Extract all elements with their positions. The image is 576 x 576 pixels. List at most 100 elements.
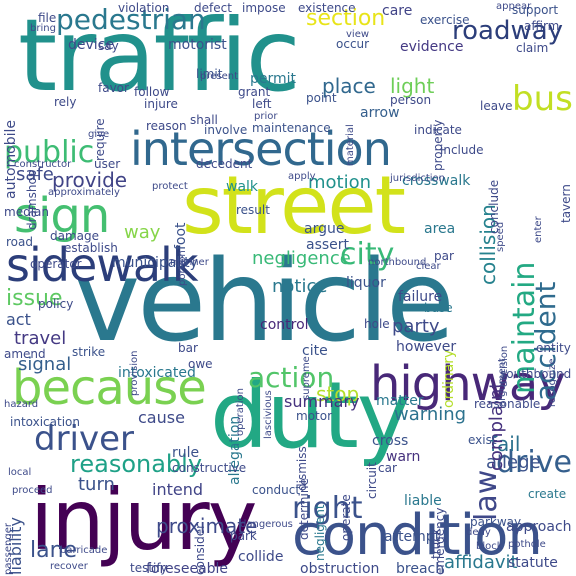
word: warn [386,449,421,465]
word: motorist [168,37,227,53]
word: affirm [524,19,560,33]
word: safe [16,164,54,185]
word: summary [284,392,360,411]
word: pothole [508,539,546,550]
word: matter [376,393,424,409]
word: decision [499,345,510,387]
word: hole [364,317,390,331]
word: care [382,3,413,19]
word: left [252,97,272,111]
word: enter [533,216,544,243]
word: sign [14,188,110,244]
word: party [392,316,440,337]
word: intoxicated [118,365,196,381]
word: material [345,124,356,166]
word: vehicle [74,237,455,367]
word: owe [188,357,213,371]
word: city [340,237,395,272]
word: cite [302,343,328,359]
word: permit [250,71,297,87]
word: car [378,461,397,475]
word: liable [404,493,442,509]
word: portion [177,250,188,286]
word: road [6,235,33,249]
word: reasonably [70,450,203,478]
word: crosswalk [402,173,471,189]
word: because [12,360,207,416]
word: say [98,39,119,53]
word: amend [4,347,46,361]
word: rely [54,95,77,109]
word: violation [118,1,170,15]
word: shall [190,113,218,127]
word: view [346,29,370,40]
word: leave [480,99,513,113]
word: attempt [384,529,441,545]
word: however [396,339,457,355]
word: provision [129,350,140,397]
word: place [322,74,376,98]
word: existence [298,1,356,15]
word: roadway [452,16,564,46]
word: duty [210,362,411,469]
word: constructor [14,159,72,170]
word: user [94,157,121,171]
word: appear [496,1,532,12]
word: local [8,467,32,478]
word: lascivious [263,390,274,439]
word: intersection [130,122,392,176]
word: assert [306,237,350,253]
word: provide [52,168,128,192]
word: occur [336,37,370,51]
word: jurisdiction [390,173,445,184]
word: park [230,529,257,543]
word: person [390,93,432,107]
word: par [434,249,454,263]
word: foreseeable [146,561,229,576]
word: foot [173,222,189,250]
word: injury [30,471,257,569]
word: northbound [368,257,427,268]
word: operation [235,387,246,436]
word: operate [339,494,353,541]
word: motor [296,409,333,423]
word: bus [512,79,573,119]
word: argue [304,221,345,237]
word: lane [30,538,78,563]
word: conduct [252,483,301,497]
word: barricade [60,545,108,556]
word: exercise [420,13,470,27]
word: include [440,143,484,157]
word: create [528,487,567,501]
word: operator [30,257,82,271]
word: file [38,11,57,25]
word: impose [242,1,286,15]
word: evidence [400,39,464,55]
word: affidavit [444,552,518,573]
word: involve [204,123,248,137]
word: reason [146,119,187,133]
word: pedestrian [56,3,206,36]
word: device [68,37,114,53]
word: prior [254,111,278,122]
word: damage [50,229,100,243]
word: stop [316,382,360,406]
word: recover [50,561,88,572]
word: dramshop [25,169,39,230]
word: approximately [48,187,120,198]
word: arrow [360,105,400,121]
word: cross [372,433,409,449]
word: base [424,301,453,315]
word: speed [495,221,506,252]
word: turn [78,474,115,495]
word: passenger [3,523,14,575]
word: bring [30,23,56,34]
word: testify [130,561,168,575]
word: favor [98,81,129,95]
word: tavern [559,184,573,223]
word: warning [394,404,467,425]
word: street [182,159,406,252]
word: emergency [433,507,447,575]
word: approach [506,519,572,535]
